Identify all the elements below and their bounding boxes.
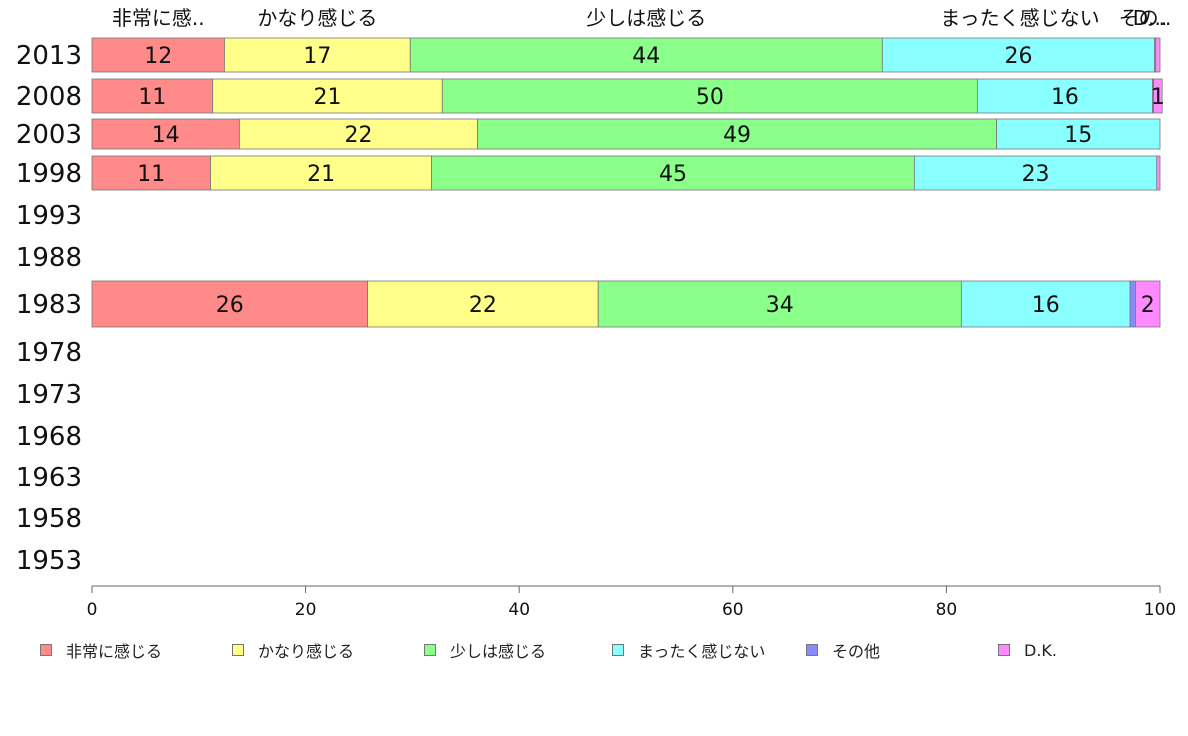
- bar-segment: [367, 280, 599, 328]
- bar-segment: [91, 37, 225, 73]
- series-top-label: かなり感じる: [257, 6, 377, 30]
- legend-swatch: [424, 644, 436, 656]
- data-label: 16: [1032, 293, 1060, 318]
- series-top-label: 少しは感じる: [586, 6, 706, 30]
- category-label: 1988: [16, 243, 82, 273]
- bar-segment: [431, 155, 915, 191]
- bar-segment: [409, 37, 883, 73]
- category-label: 2003: [16, 120, 82, 150]
- series-top-label: まったく感じない: [940, 6, 1099, 30]
- data-label: 11: [138, 85, 166, 110]
- legend-item: かなり感じる: [232, 638, 354, 662]
- category-label: 2008: [16, 82, 82, 112]
- x-tick-label: 100: [1144, 600, 1176, 620]
- legend-swatch: [806, 644, 818, 656]
- x-tick-label: 0: [87, 600, 98, 620]
- bar-segment: [1135, 280, 1161, 328]
- series-top-label: 非常に感..: [112, 6, 205, 30]
- category-label: 1963: [16, 463, 82, 493]
- category-label: 1968: [16, 422, 82, 452]
- bar-segment: [1155, 37, 1161, 73]
- bar-segment: [881, 37, 1156, 73]
- data-label: 22: [344, 123, 372, 148]
- category-label: 1953: [16, 546, 82, 576]
- legend: 非常に感じる かなり感じる 少しは感じる まったく感じない その他 D.K.: [40, 638, 1170, 664]
- legend-item: 少しは感じる: [424, 638, 546, 662]
- legend-item: 非常に感じる: [40, 638, 162, 662]
- x-tick-label: 80: [936, 600, 958, 620]
- bar-segment: [91, 118, 240, 150]
- category-label: 2013: [16, 41, 82, 71]
- data-label: 26: [216, 293, 244, 318]
- bar-segment: [976, 78, 1153, 114]
- legend-label: その他: [832, 642, 881, 661]
- legend-swatch: [40, 644, 52, 656]
- data-label: 26: [1004, 44, 1032, 69]
- category-label: 1983: [16, 290, 82, 320]
- data-label: 22: [469, 293, 497, 318]
- data-label: 44: [632, 44, 660, 69]
- legend-item: D.K.: [998, 638, 1057, 662]
- bar-segment: [996, 118, 1161, 150]
- bar-segment: [597, 280, 962, 328]
- data-label: 23: [1022, 162, 1050, 187]
- category-label: 1978: [16, 338, 82, 368]
- data-label: 11: [137, 162, 165, 187]
- legend-item: まったく感じない: [612, 638, 765, 662]
- series-top-label: その..: [1119, 6, 1172, 30]
- data-label: 15: [1064, 123, 1092, 148]
- data-label: 14: [152, 123, 180, 148]
- x-tick-label: 60: [722, 600, 744, 620]
- category-label: 1958: [16, 504, 82, 534]
- legend-label: D.K.: [1024, 640, 1057, 660]
- category-label: 1973: [16, 380, 82, 410]
- category-label: 1998: [16, 159, 82, 189]
- data-label: 50: [696, 85, 724, 110]
- x-tick-label: 40: [508, 600, 530, 620]
- bar-segment: [1156, 155, 1161, 191]
- bar-segment: [212, 78, 443, 114]
- legend-item: その他: [806, 638, 880, 662]
- data-label: 45: [659, 162, 687, 187]
- category-label: 1993: [16, 201, 82, 231]
- bar-segment: [1129, 280, 1136, 328]
- x-tick-label: 20: [295, 600, 317, 620]
- legend-swatch: [232, 644, 244, 656]
- data-label: 17: [303, 44, 331, 69]
- bar-segment: [91, 155, 211, 191]
- bar-segment: [224, 37, 411, 73]
- data-label: 2: [1141, 293, 1155, 318]
- stacked-bar-chart: 2013 2008 2003 1998 1993 1988 1983 1978 1973 1968…: [16, 6, 1176, 620]
- legend-label: 非常に感じる: [66, 642, 163, 661]
- bar-segment: [1153, 78, 1163, 114]
- legend-swatch: [998, 644, 1010, 656]
- bar-segment: [477, 118, 997, 150]
- bar-segment: [91, 280, 368, 328]
- bar-segment: [91, 78, 214, 114]
- data-label: 21: [313, 85, 341, 110]
- data-label: 21: [307, 162, 335, 187]
- series-top-label: D...: [1133, 6, 1167, 30]
- legend-label: かなり感じる: [258, 642, 355, 661]
- data-label: 34: [766, 293, 794, 318]
- bar-segment: [913, 155, 1158, 191]
- legend-swatch: [612, 644, 624, 656]
- data-label: 1: [1151, 85, 1165, 110]
- data-label: 49: [723, 123, 751, 148]
- bar-segment: [441, 78, 978, 114]
- data-label: 16: [1051, 85, 1079, 110]
- legend-label: まったく感じない: [638, 642, 766, 661]
- bar-segment: [960, 280, 1131, 328]
- data-label: 12: [144, 44, 172, 69]
- legend-label: 少しは感じる: [450, 642, 547, 661]
